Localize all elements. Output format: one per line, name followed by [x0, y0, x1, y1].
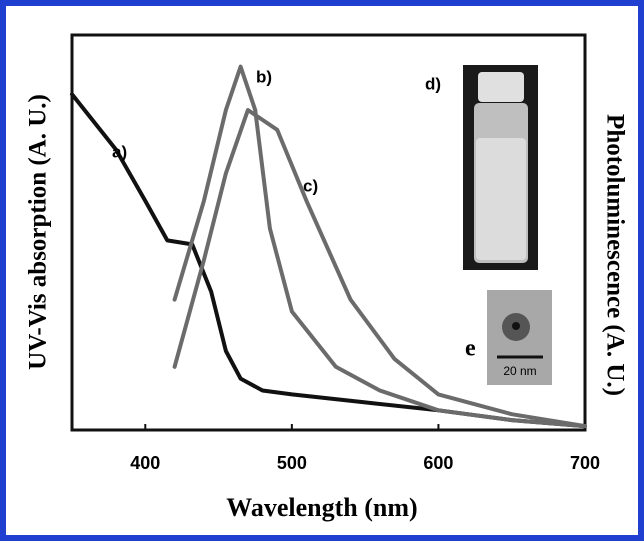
inset-vial	[463, 65, 538, 270]
vial-liquid	[476, 138, 526, 260]
x-tick-label: 700	[570, 453, 600, 473]
series-label: b)	[256, 67, 272, 86]
series-line	[172, 108, 587, 429]
tem-core	[512, 322, 520, 330]
y2-axis-label: Photoluminescence (A. U.)	[601, 114, 628, 396]
plot-frame	[70, 33, 587, 432]
series-label: a)	[112, 142, 127, 161]
y-axis-label: UV-Vis absorption (A. U.)	[25, 94, 52, 370]
annotation: e	[465, 336, 476, 362]
annotation: 20 nm	[503, 364, 536, 378]
inset-tem	[487, 290, 552, 385]
annotation: d)	[425, 74, 441, 93]
series-label: c)	[303, 176, 318, 195]
x-tick-label: 600	[423, 453, 453, 473]
x-axis-label: Wavelength (nm)	[226, 493, 417, 522]
x-tick-label: 500	[277, 453, 307, 473]
x-tick-label: 400	[130, 453, 160, 473]
series-line	[172, 64, 587, 429]
series-line	[70, 92, 587, 429]
vial-cap	[478, 72, 524, 102]
